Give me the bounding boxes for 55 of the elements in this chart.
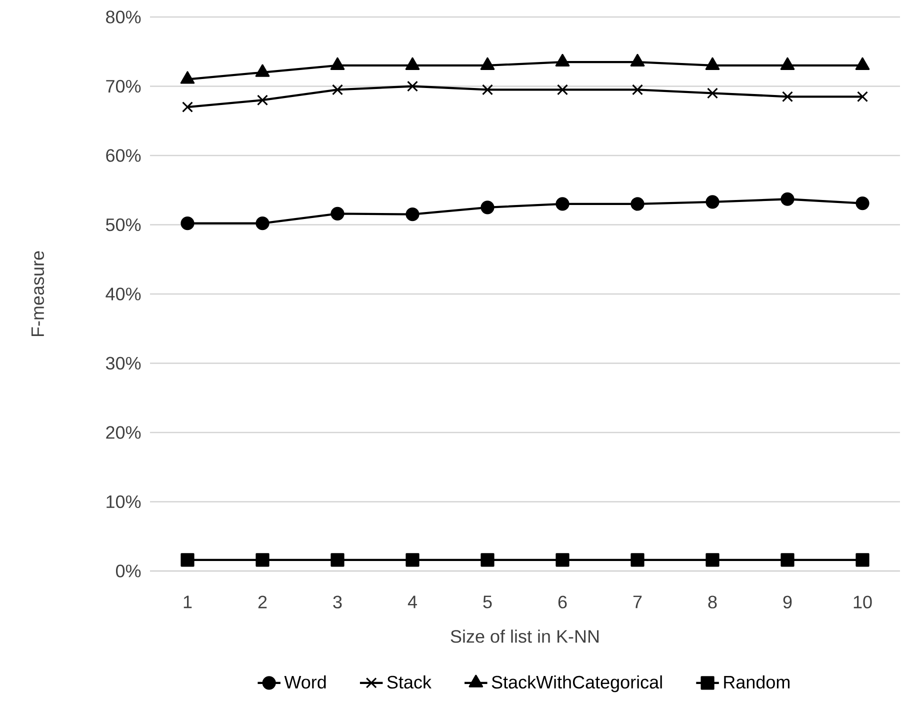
y-axis-title: F-measure: [31, 251, 44, 336]
point: [330, 206, 344, 220]
point: [630, 197, 644, 211]
point: [782, 91, 794, 102]
point: [256, 94, 268, 106]
x-tick-label: 10: [854, 596, 872, 608]
point: [256, 216, 270, 230]
point: [180, 553, 194, 567]
point: [630, 553, 644, 567]
point: [182, 102, 194, 113]
x-axis-title: Size of list in K-NN: [450, 630, 599, 643]
x-tick-label: 4: [408, 596, 417, 608]
point: [556, 84, 568, 96]
point: [706, 195, 720, 209]
legend-label: Random: [724, 675, 790, 689]
point: [406, 208, 420, 222]
point: [406, 553, 420, 567]
point: [706, 553, 720, 567]
x-tick-label: 1: [184, 596, 192, 608]
y-tick-label: 40%: [106, 288, 141, 300]
point: [706, 88, 718, 99]
y-tick-label: 30%: [106, 356, 141, 370]
point: [330, 553, 344, 567]
point: [780, 553, 794, 567]
point: [780, 192, 794, 206]
point: [480, 553, 494, 567]
point: [332, 84, 344, 96]
x-tick-label: 5: [483, 596, 492, 608]
legend-label: Stack: [387, 675, 432, 689]
point: [556, 553, 570, 567]
x-tick-label: 3: [333, 596, 342, 608]
legend-label: StackWithCategorical: [492, 675, 662, 692]
y-tick-label: 50%: [106, 218, 141, 232]
y-tick-label: 70%: [106, 80, 141, 93]
y-tick-label: 0%: [116, 564, 141, 578]
point: [180, 216, 194, 230]
point: [256, 553, 270, 567]
point: [406, 80, 418, 92]
x-tick-label: 7: [633, 596, 642, 608]
x-tick-label: 9: [783, 596, 792, 608]
point: [482, 84, 494, 96]
point: [856, 196, 870, 210]
point: [856, 553, 870, 567]
y-tick-label: 60%: [106, 149, 141, 162]
point: [556, 197, 570, 211]
point: [480, 200, 494, 214]
point: [856, 91, 868, 102]
y-tick-label: 80%: [106, 10, 141, 24]
x-tick-label: 2: [258, 596, 267, 608]
y-tick-label: 20%: [106, 426, 141, 439]
x-tick-label: 8: [708, 596, 717, 608]
y-tick-label: 10%: [106, 495, 141, 508]
legend-label: Word: [284, 675, 326, 689]
point: [632, 84, 644, 96]
x-tick-label: 6: [558, 596, 567, 608]
